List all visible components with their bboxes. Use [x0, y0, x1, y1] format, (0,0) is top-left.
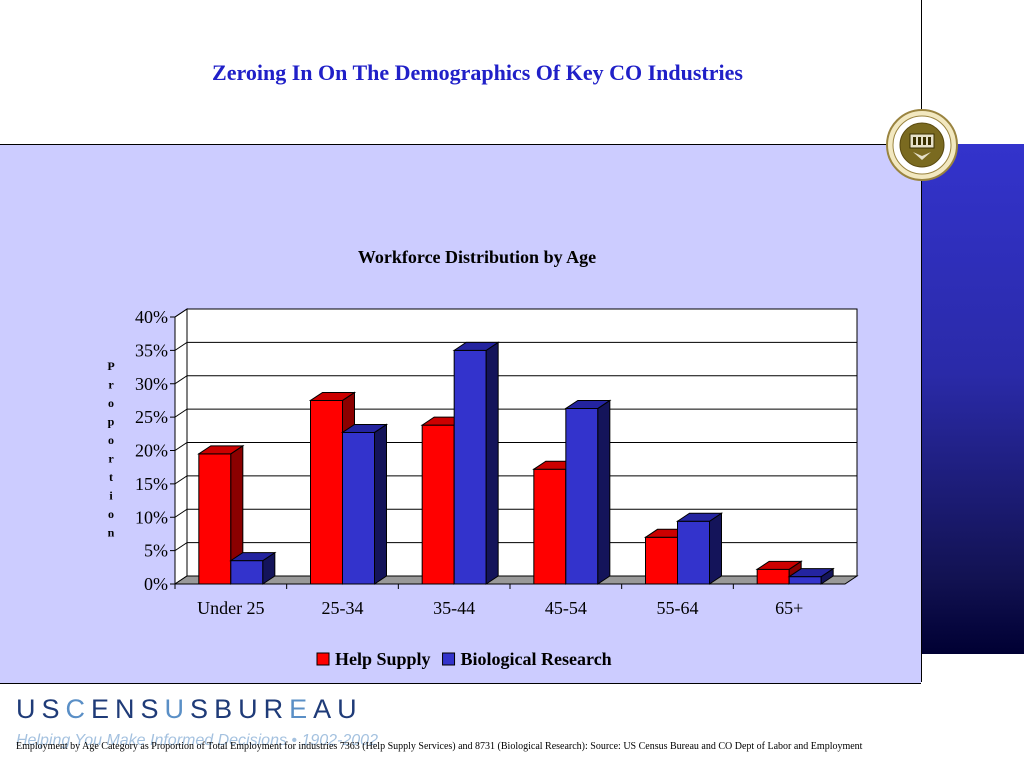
legend-swatch: [316, 652, 330, 666]
chart-title: Workforce Distribution by Age: [358, 247, 596, 267]
gridline-side: [174, 341, 188, 351]
x-tick-label: 25-34: [322, 598, 364, 618]
bar-top: [564, 399, 612, 409]
bar: [645, 536, 678, 585]
census-logo-letter: S: [140, 694, 165, 724]
bar: [565, 407, 599, 585]
x-tick-label: Under 25: [197, 598, 264, 618]
bar-top: [452, 341, 500, 351]
census-logo-letter: R: [263, 694, 290, 724]
gridline-side: [174, 475, 188, 485]
bar: [453, 349, 487, 585]
bar-top: [675, 512, 724, 522]
bar: [230, 560, 264, 585]
bar: [788, 576, 822, 585]
bar: [756, 568, 790, 585]
census-logo-letter: U: [337, 694, 363, 724]
bar-top: [787, 568, 835, 578]
gridline-side: [174, 375, 188, 385]
y-tick-label: 5%: [144, 541, 168, 561]
bar-top: [340, 423, 389, 433]
x-tick-label: 45-54: [545, 598, 587, 618]
legend-label: Biological Research: [461, 649, 612, 669]
gridline-side: [174, 508, 188, 518]
census-logo-letter: U: [164, 694, 191, 724]
decorative-side-bar: [922, 144, 1024, 654]
bar: [421, 424, 455, 585]
bar: [198, 453, 232, 585]
bar-top: [755, 560, 803, 570]
x-tick-label: 65+: [775, 598, 803, 618]
census-logo-letter: U: [238, 694, 264, 724]
legend-label: Help Supply: [335, 649, 431, 669]
census-logo-letter: S: [190, 694, 215, 724]
census-logo-letter: A: [313, 694, 338, 724]
census-logo-letter: E: [289, 694, 314, 724]
bar: [533, 468, 567, 585]
bar-side: [597, 399, 611, 585]
y-tick-label: 10%: [135, 507, 168, 527]
census-logo-letter: B: [214, 694, 239, 724]
census-logo-letter: E: [91, 694, 116, 724]
x-tick-label: 35-44: [433, 598, 475, 618]
y-tick-label: 40%: [135, 307, 168, 327]
census-logo-letter: N: [115, 694, 141, 724]
y-tick-label: 35%: [135, 340, 168, 360]
bar-top: [308, 391, 357, 401]
divider-line: [921, 0, 922, 682]
bar-top: [229, 552, 277, 562]
tagline: Helping You Make Informed Decisions • 19…: [16, 732, 378, 749]
legend-swatch: [442, 652, 456, 666]
gridline-side: [174, 308, 188, 318]
y-tick-label: 15%: [135, 474, 168, 494]
gridline-side: [174, 408, 188, 418]
bar-top: [197, 445, 245, 455]
slide-title: Zeroing In On The Demographics Of Key CO…: [212, 60, 743, 85]
bar-side: [709, 512, 722, 585]
census-logo-letter: C: [65, 694, 92, 724]
y-tick-label: 20%: [135, 441, 168, 461]
gridline-side: [174, 442, 188, 451]
department-of-commerce-seal-icon: [886, 109, 958, 181]
y-tick-label: 30%: [135, 374, 168, 394]
bar-side: [374, 423, 387, 585]
census-bureau-logo: USCENSUSBUREAU: [16, 694, 363, 725]
y-tick-label: 0%: [144, 574, 168, 594]
bar: [677, 520, 710, 585]
census-logo-letter: S: [41, 694, 66, 724]
bar-side: [485, 341, 499, 585]
census-logo-letter: U: [16, 694, 42, 724]
bar: [342, 431, 375, 585]
x-tick-label: 55-64: [657, 598, 699, 618]
gridline-side: [174, 542, 188, 552]
y-tick-label: 25%: [135, 407, 168, 427]
footnote: Employment by Age Category as Proportion…: [16, 741, 863, 752]
bar: [310, 399, 343, 585]
plot-floor: [173, 575, 859, 585]
